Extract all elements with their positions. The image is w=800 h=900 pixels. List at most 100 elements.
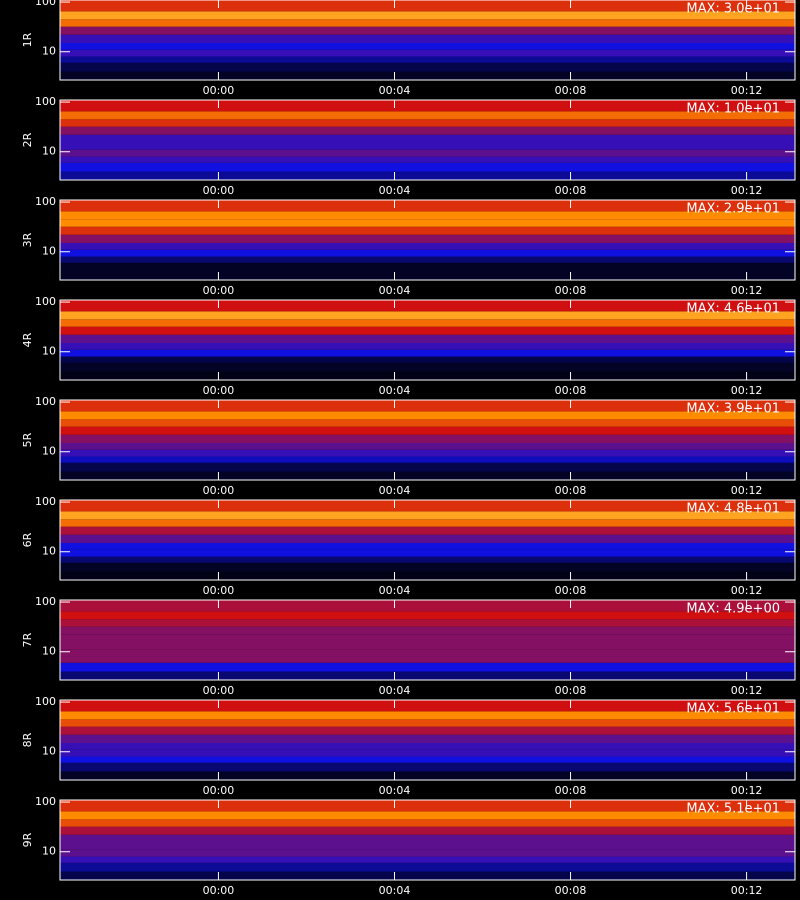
y-axis-label: 7R — [21, 632, 34, 647]
x-tick-label: 00:12 — [731, 684, 763, 697]
heat-band — [60, 534, 795, 543]
heat-band — [60, 600, 795, 612]
heat-band — [60, 226, 795, 235]
y-tick-label: 10 — [42, 845, 56, 858]
heat-band — [60, 649, 795, 657]
heat-band — [60, 526, 795, 535]
heat-band — [60, 242, 795, 250]
x-tick-label: 00:12 — [731, 184, 763, 197]
annotation: MAX: 4.8e+01 — [686, 502, 780, 517]
annotation: MAX: 1.0e+01 — [686, 102, 780, 117]
heat-band — [60, 211, 795, 220]
heat-band — [60, 742, 795, 750]
x-tick-label: 00:00 — [203, 384, 235, 397]
y-tick-label: 100 — [35, 595, 56, 608]
heat-band — [60, 826, 795, 835]
heat-band — [60, 219, 795, 227]
heat-band — [60, 11, 795, 20]
heat-band — [60, 662, 795, 672]
frame — [59, 299, 796, 381]
annotation: MAX: 3.9e+01 — [686, 402, 780, 417]
y-axis-label: 9R — [21, 832, 34, 847]
annotation: MAX: 4.9e+00 — [686, 602, 780, 617]
heat-band — [60, 862, 795, 872]
y-axis-label: 4R — [21, 332, 34, 347]
x-tick-label: 00:08 — [555, 884, 587, 897]
heat-band — [60, 419, 795, 427]
heat-band — [60, 634, 795, 643]
x-tick-label: 00:08 — [555, 284, 587, 297]
annotation: MAX: 2.9e+01 — [686, 202, 780, 217]
x-tick-label: 00:04 — [379, 684, 411, 697]
y-axis-label: 3R — [21, 232, 34, 247]
heat-band — [60, 126, 795, 135]
heat-band — [60, 26, 795, 35]
heat-band — [60, 356, 795, 363]
heat-band — [60, 542, 795, 550]
heat-band — [60, 362, 795, 372]
y-tick-label: 10 — [42, 45, 56, 58]
x-tick-label: 00:08 — [555, 84, 587, 97]
y-axis-label: 2R — [21, 132, 34, 147]
y-tick-label: 10 — [42, 145, 56, 158]
x-tick-label: 00:12 — [731, 784, 763, 797]
annotation: MAX: 3.0e+01 — [686, 2, 780, 17]
heat-band — [60, 319, 795, 327]
heat-band — [60, 656, 795, 663]
frame — [59, 399, 796, 481]
heat-band — [60, 562, 795, 572]
frame — [59, 799, 796, 881]
frame — [59, 499, 796, 581]
heat-band — [60, 349, 795, 357]
heat-band — [60, 800, 795, 812]
heat-band — [60, 642, 795, 650]
x-tick-label: 00:12 — [731, 584, 763, 597]
heat-band — [60, 71, 795, 80]
heat-band — [60, 111, 795, 120]
x-tick-label: 00:04 — [379, 284, 411, 297]
heat-band — [60, 771, 795, 780]
y-tick-label: 10 — [42, 645, 56, 658]
x-tick-label: 00:08 — [555, 684, 587, 697]
heat-band — [60, 411, 795, 420]
heat-band — [60, 700, 795, 712]
heat-band — [60, 434, 795, 443]
x-tick-label: 00:08 — [555, 784, 587, 797]
heat-band — [60, 56, 795, 63]
heat-band — [60, 234, 795, 243]
y-tick-label: 100 — [35, 195, 56, 208]
heat-band — [60, 849, 795, 857]
x-tick-label: 00:04 — [379, 184, 411, 197]
heat-band — [60, 571, 795, 580]
y-tick-label: 100 — [35, 695, 56, 708]
heat-band — [60, 619, 795, 627]
y-axis-label: 6R — [21, 532, 34, 547]
y-axis-label: 8R — [21, 732, 34, 747]
heat-band — [60, 842, 795, 850]
heat-band — [60, 300, 795, 312]
heat-band — [60, 442, 795, 450]
heat-band — [60, 549, 795, 557]
heat-band — [60, 334, 795, 343]
annotation: MAX: 5.1e+01 — [686, 802, 780, 817]
heat-band — [60, 500, 795, 512]
x-tick-label: 00:00 — [203, 184, 235, 197]
heat-band — [60, 756, 795, 763]
heat-band — [60, 100, 795, 112]
heat-band — [60, 162, 795, 172]
x-tick-label: 00:08 — [555, 484, 587, 497]
annotation: MAX: 5.6e+01 — [686, 702, 780, 717]
x-tick-label: 00:00 — [203, 84, 235, 97]
heat-band — [60, 811, 795, 820]
frame — [59, 99, 796, 181]
heat-band — [60, 556, 795, 563]
heat-band — [60, 471, 795, 480]
heat-band — [60, 456, 795, 463]
heat-band — [60, 371, 795, 380]
x-tick-label: 00:00 — [203, 684, 235, 697]
x-tick-label: 00:08 — [555, 384, 587, 397]
x-tick-label: 00:12 — [731, 284, 763, 297]
frame — [59, 0, 796, 81]
y-tick-label: 10 — [42, 245, 56, 258]
y-tick-label: 10 — [42, 345, 56, 358]
